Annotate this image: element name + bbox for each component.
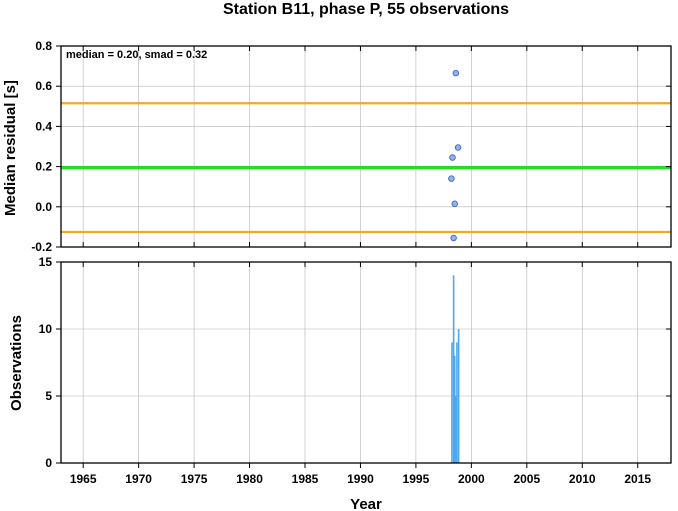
residual-point (448, 175, 455, 182)
residual-plot-frame (60, 45, 672, 248)
residual-reference-lines (61, 102, 671, 234)
residual-point (451, 200, 458, 208)
observations-bar (455, 396, 457, 463)
residual-y-tick-label: 0.8 (35, 39, 52, 53)
observations-bar (453, 355, 456, 463)
observations-grid (61, 261, 671, 464)
x-tick-label: 2010 (569, 472, 596, 486)
x-tick-label: 1980 (236, 472, 263, 486)
observations-ticks: 1965 1970 1975 1980 1985 1990 1995 2000 2005 2010… (39, 255, 671, 486)
observations-y-tick-label: 5 (45, 389, 52, 403)
residual-panel: -0.2 0.0 0.2 0.4 0.6 0.8 median = 0.20, smad … (2, 39, 672, 254)
residual-point (452, 69, 460, 77)
observations-y-tick-label: 0 (45, 456, 52, 470)
residual-y-tick-label: 0.6 (35, 79, 52, 93)
residual-point (449, 154, 456, 161)
x-tick-label: 2000 (458, 472, 485, 486)
observations-bar (457, 329, 460, 463)
observations-bars (451, 275, 460, 463)
median-smad-annotation: median = 0.20, smad = 0.32 (66, 49, 207, 61)
residual-y-tick-label: 0.0 (35, 200, 52, 214)
x-tick-label: 1965 (70, 472, 97, 486)
observations-y-axis-label: Observations (8, 315, 25, 411)
residual-point (450, 234, 457, 242)
residual-y-tick-label: 0.4 (35, 119, 52, 133)
residual-point (454, 144, 462, 151)
residual-y-tick-label: -0.2 (31, 240, 52, 254)
x-tick-label: 1970 (125, 472, 152, 486)
observations-bar (451, 342, 453, 463)
x-axis-label: Year (350, 496, 382, 511)
residual-y-axis-label: Median residual [s] (2, 80, 19, 216)
x-tick-label: 1975 (181, 472, 208, 486)
observations-panel: 1965 1970 1975 1980 1985 1990 1995 2000 2005 2010… (8, 255, 672, 511)
residual-ticks: -0.2 0.0 0.2 0.4 0.6 0.8 (31, 39, 671, 254)
observations-bar (456, 342, 458, 463)
observations-y-tick-label: 10 (39, 322, 53, 336)
chart-title: Station B11, phase P, 55 observations (223, 1, 509, 18)
x-tick-label: 2005 (513, 472, 540, 486)
x-tick-label: 1990 (347, 472, 374, 486)
x-tick-label: 2015 (624, 472, 651, 486)
x-tick-label: 1995 (403, 472, 430, 486)
observations-plot-frame (60, 261, 672, 464)
x-tick-label: 1985 (292, 472, 319, 486)
observations-y-tick-label: 15 (39, 255, 53, 269)
observations-bar (452, 275, 455, 463)
residual-grid (61, 45, 671, 248)
residual-y-tick-label: 0.2 (35, 160, 52, 174)
residual-points (448, 69, 462, 242)
